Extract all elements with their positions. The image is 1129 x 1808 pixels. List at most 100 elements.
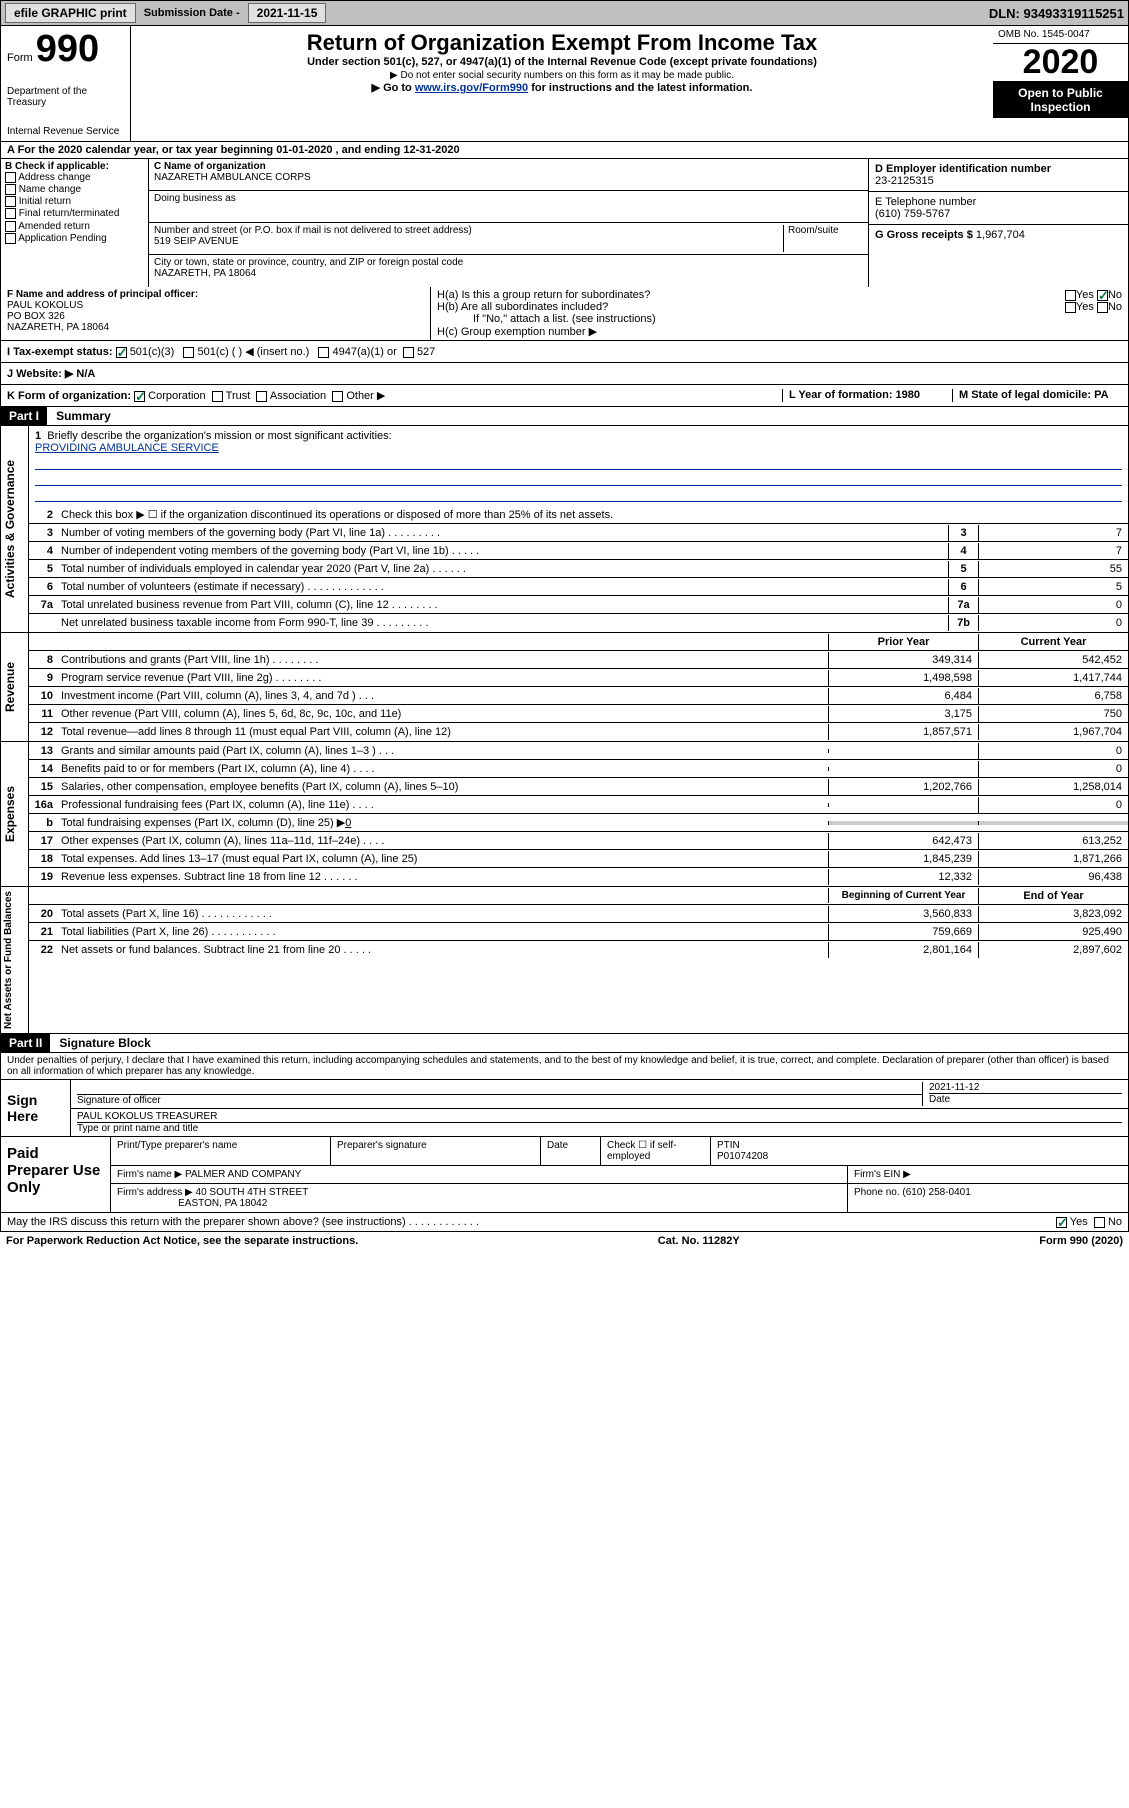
chk-final-return[interactable]: Final return/terminated xyxy=(5,208,144,219)
l9-prior: 1,498,598 xyxy=(828,670,978,686)
l19-text: Revenue less expenses. Subtract line 18 … xyxy=(57,869,828,885)
beg-year-hdr: Beginning of Current Year xyxy=(828,888,978,903)
l16b-curr-shade xyxy=(978,821,1128,825)
l14-text: Benefits paid to or for members (Part IX… xyxy=(57,761,828,777)
firm-addr1: 40 SOUTH 4TH STREET xyxy=(196,1187,309,1198)
form-title: Return of Organization Exempt From Incom… xyxy=(137,30,987,56)
section-b-cde: B Check if applicable: Address change Na… xyxy=(0,159,1129,287)
link-post: for instructions and the latest informat… xyxy=(528,82,752,94)
row-a-tax-year: A For the 2020 calendar year, or tax yea… xyxy=(0,142,1129,159)
ha-row: H(a) Is this a group return for subordin… xyxy=(437,289,1122,301)
officer-name: PAUL KOKOLUS xyxy=(7,300,424,311)
l4-val: 7 xyxy=(978,543,1128,559)
chk-other[interactable] xyxy=(332,391,343,402)
chk-hb-no[interactable] xyxy=(1097,302,1108,313)
part2-label: Part II xyxy=(1,1034,50,1052)
chk-corp[interactable] xyxy=(134,391,145,402)
form-subtitle: Under section 501(c), 527, or 4947(a)(1)… xyxy=(137,56,987,68)
phone-label: E Telephone number xyxy=(875,196,1122,208)
col-h-group: H(a) Is this a group return for subordin… xyxy=(431,287,1128,340)
chk-initial-return[interactable]: Initial return xyxy=(5,196,144,207)
org-name: NAZARETH AMBULANCE CORPS xyxy=(154,172,863,183)
ein-value: 23-2125315 xyxy=(875,175,1122,187)
chk-ha-no[interactable] xyxy=(1097,290,1108,301)
l9-curr: 1,417,744 xyxy=(978,670,1128,686)
l7b-text: Net unrelated business taxable income fr… xyxy=(57,615,948,631)
link-pre: ▶ Go to xyxy=(372,82,415,94)
hb-note: If "No," attach a list. (see instruction… xyxy=(437,313,1122,325)
department: Department of the Treasury xyxy=(7,86,124,108)
l5-val: 55 xyxy=(978,561,1128,577)
irs-link[interactable]: www.irs.gov/Form990 xyxy=(415,82,528,94)
summary-revenue: Revenue Prior YearCurrent Year 8Contribu… xyxy=(0,633,1129,742)
dln-label: DLN: xyxy=(989,6,1020,21)
l3-text: Number of voting members of the governin… xyxy=(57,525,948,541)
chk-527[interactable] xyxy=(403,347,414,358)
l14-curr: 0 xyxy=(978,761,1128,777)
l3-val: 7 xyxy=(978,525,1128,541)
chk-name-change[interactable]: Name change xyxy=(5,184,144,195)
discuss-question: May the IRS discuss this return with the… xyxy=(7,1216,1056,1228)
form-header: Form 990 Department of the Treasury Inte… xyxy=(0,26,1129,142)
chk-discuss-no[interactable] xyxy=(1094,1217,1105,1228)
l16a-curr: 0 xyxy=(978,797,1128,813)
firm-phone: (610) 258-0401 xyxy=(902,1187,970,1198)
gross-cell: G Gross receipts $ 1,967,704 xyxy=(869,225,1128,245)
l18-text: Total expenses. Add lines 13–17 (must eq… xyxy=(57,851,828,867)
section-fh: F Name and address of principal officer:… xyxy=(0,287,1129,341)
dba-label: Doing business as xyxy=(154,193,863,204)
preparer-block: Paid Preparer Use Only Print/Type prepar… xyxy=(0,1137,1129,1213)
prep-firm-row: Firm's name ▶ PALMER AND COMPANY Firm's … xyxy=(111,1166,1128,1184)
chk-trust[interactable] xyxy=(212,391,223,402)
submission-label: Submission Date - xyxy=(144,7,240,19)
firm-addr-cell: Firm's address ▶ 40 SOUTH 4TH STREET EAS… xyxy=(111,1184,848,1212)
chk-4947[interactable] xyxy=(318,347,329,358)
chk-501c3[interactable] xyxy=(116,347,127,358)
chk-discuss-yes[interactable] xyxy=(1056,1217,1067,1228)
l17-prior: 642,473 xyxy=(828,833,978,849)
firm-ein-label: Firm's EIN ▶ xyxy=(848,1166,1128,1183)
sig-officer-label: Signature of officer xyxy=(77,1094,922,1106)
chk-ha-yes[interactable] xyxy=(1065,290,1076,301)
row-klm: K Form of organization: Corporation Trus… xyxy=(0,385,1129,407)
chk-hb-yes[interactable] xyxy=(1065,302,1076,313)
form-label: Form xyxy=(7,52,33,64)
officer-label: F Name and address of principal officer: xyxy=(7,289,424,300)
name-label: C Name of organization xyxy=(154,161,863,172)
l21-prior: 759,669 xyxy=(828,924,978,940)
efile-button[interactable]: efile GRAPHIC print xyxy=(5,3,136,23)
ha-label: H(a) Is this a group return for subordin… xyxy=(437,289,650,301)
l20-prior: 3,560,833 xyxy=(828,906,978,922)
chk-address-change[interactable]: Address change xyxy=(5,172,144,183)
city-label: City or town, state or province, country… xyxy=(154,257,863,268)
col-b-checkboxes: B Check if applicable: Address change Na… xyxy=(1,159,149,287)
preparer-label: Paid Preparer Use Only xyxy=(1,1137,111,1212)
chk-501c[interactable] xyxy=(183,347,194,358)
l16b-text: Total fundraising expenses (Part IX, col… xyxy=(57,814,828,831)
l7a-text: Total unrelated business revenue from Pa… xyxy=(57,597,948,613)
dba-row: Doing business as xyxy=(149,191,868,223)
prior-year-hdr: Prior Year xyxy=(828,634,978,650)
chk-assoc[interactable] xyxy=(256,391,267,402)
city-row: City or town, state or province, country… xyxy=(149,255,868,287)
summary-governance: Activities & Governance 1 Briefly descri… xyxy=(0,426,1129,633)
row-l-year: L Year of formation: 1980 xyxy=(782,389,952,402)
tax-year: 2020 xyxy=(993,44,1128,82)
line1-brief: 1 Briefly describe the organization's mi… xyxy=(29,426,1128,506)
chk-application-pending[interactable]: Application Pending xyxy=(5,233,144,244)
l13-text: Grants and similar amounts paid (Part IX… xyxy=(57,743,828,759)
current-year-hdr: Current Year xyxy=(978,634,1128,650)
chk-amended-return[interactable]: Amended return xyxy=(5,221,144,232)
submission-date: 2021-11-15 xyxy=(248,3,327,23)
vtab-governance: Activities & Governance xyxy=(1,426,29,632)
b-label: B Check if applicable: xyxy=(5,161,144,172)
cat-no: Cat. No. 11282Y xyxy=(658,1235,740,1247)
signature-block: Sign Here Signature of officer 2021-11-1… xyxy=(0,1080,1129,1137)
k-label: K Form of organization: xyxy=(7,390,131,402)
gross-label: G Gross receipts $ xyxy=(875,229,973,241)
l1-text: Briefly describe the organization's miss… xyxy=(47,430,391,442)
hb-label: H(b) Are all subordinates included? xyxy=(437,301,608,313)
l8-prior: 349,314 xyxy=(828,652,978,668)
firm-addr2: EASTON, PA 18042 xyxy=(178,1198,267,1209)
part2-title: Signature Block xyxy=(53,1034,156,1052)
